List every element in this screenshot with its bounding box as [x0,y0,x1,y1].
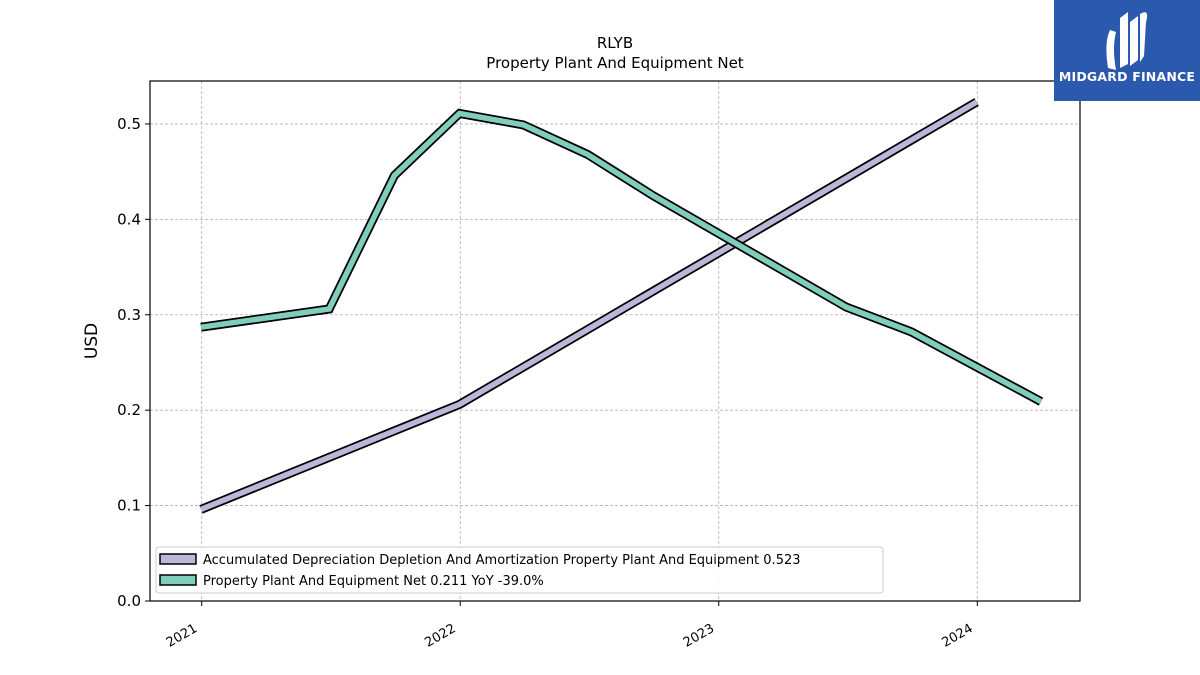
grid [150,81,1080,601]
series-2-line [200,108,1044,406]
legend-swatch [159,553,197,565]
y-tick-label: 0.1 [117,497,141,515]
logo-text: MIDGARD FINANCE [1058,69,1196,84]
chart-subtitle: Property Plant And Equipment Net [486,54,743,72]
series-1-line [199,98,979,514]
series-fill [199,99,978,512]
y-tick-label: 0.2 [117,401,141,419]
y-tick-label: 0.4 [117,210,141,228]
x-tick-label: 2023 [681,621,717,651]
legend-label: Accumulated Depreciation Depletion And A… [203,553,801,568]
legend-label: Property Plant And Equipment Net 0.211 Y… [203,574,544,589]
y-tick-label: 0.3 [117,306,141,324]
company-logo: MIDGARD FINANCE [1054,0,1200,101]
series-lines [199,98,1044,514]
x-tick-label: 2021 [164,621,200,651]
series-outline [199,98,979,514]
y-tick-label: 0.0 [117,592,141,610]
logo-mark-icon [1106,12,1148,70]
legend-swatch [159,574,197,586]
x-tick-label: 2022 [422,621,458,651]
chart-title: RLYB [597,34,633,52]
series-fill [200,110,1043,405]
y-axis-label: USD [82,323,102,359]
x-tick-label: 2024 [939,621,975,651]
plot-frame [149,80,1081,602]
chart-title-group: RLYB Property Plant And Equipment Net [486,34,743,72]
legend-box [155,546,884,594]
y-tick-label: 0.5 [117,115,141,133]
series-outline [200,108,1044,406]
legend: Accumulated Depreciation Depletion And A… [155,546,884,594]
